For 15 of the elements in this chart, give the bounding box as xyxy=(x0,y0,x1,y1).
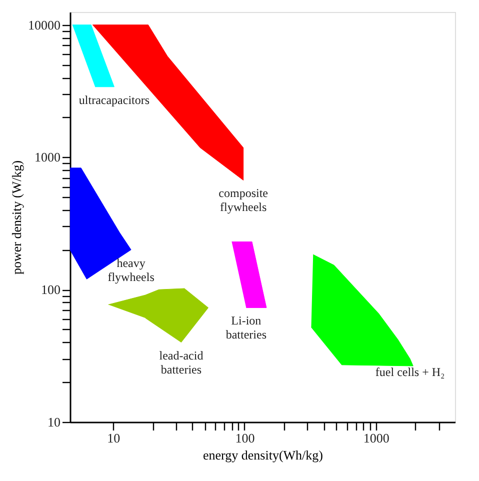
x-tick-label: 1000 xyxy=(363,430,390,446)
annotation: fuel cells + H₂ xyxy=(375,364,445,379)
y-tick-label: 10 xyxy=(48,414,60,430)
x-tick-label: 10 xyxy=(107,430,120,446)
annotation: Li-ion batteries xyxy=(226,314,267,342)
y-axis-title: power density (W/kg) xyxy=(9,160,24,275)
annotation: ultracapacitors xyxy=(78,92,150,107)
y-tick-label: 10000 xyxy=(28,17,60,32)
x-axis-title: energy density(Wh/kg) xyxy=(203,448,323,462)
annotation: lead-acid batteries xyxy=(159,348,204,376)
annotation: composite flywheels xyxy=(218,186,268,214)
y-tick-label: 100 xyxy=(41,282,60,298)
annotation: heavy flywheels xyxy=(108,256,155,284)
x-tick-label: 100 xyxy=(235,430,255,446)
y-tick-label: 1000 xyxy=(34,150,60,165)
